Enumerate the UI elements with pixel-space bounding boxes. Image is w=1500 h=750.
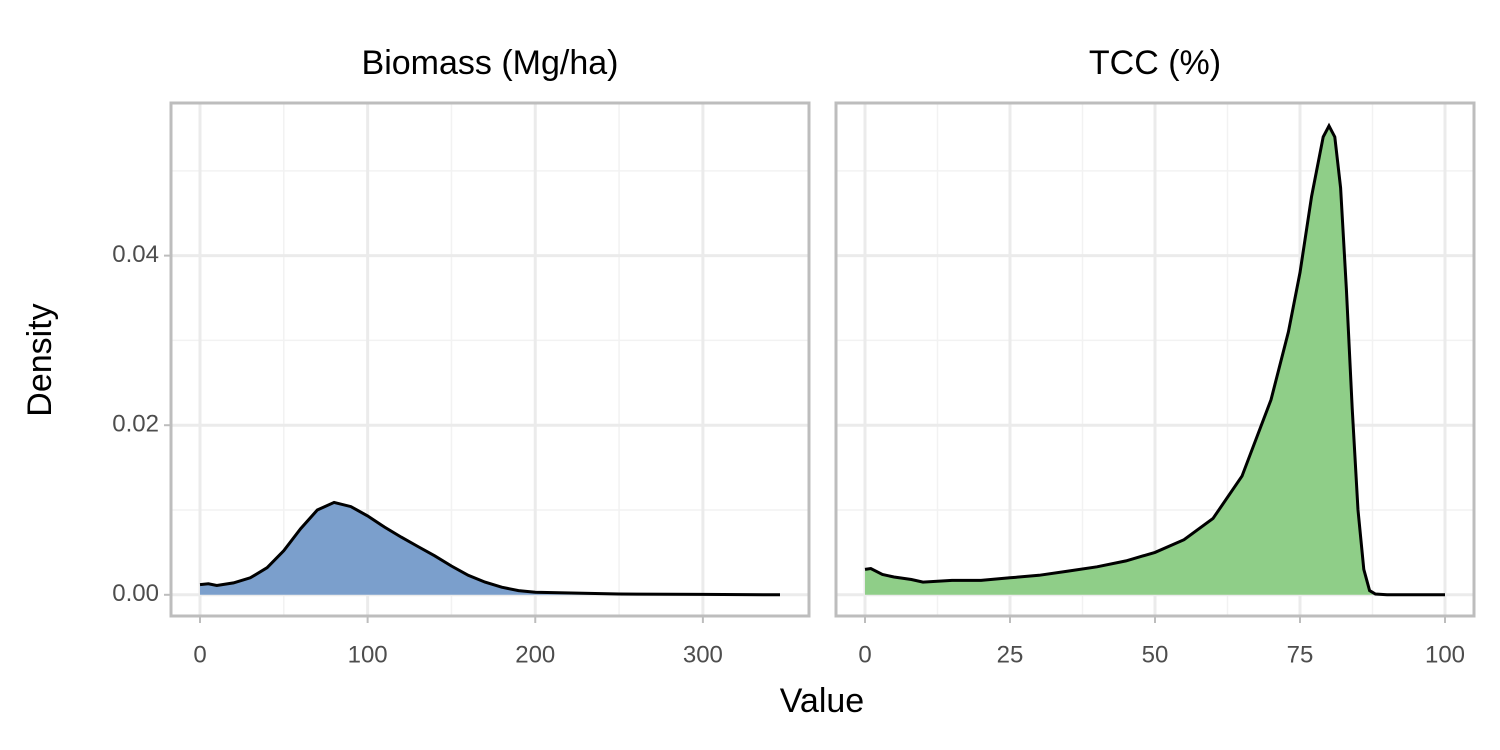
x-tick-label: 100	[348, 641, 388, 668]
x-tick-label: 0	[858, 641, 871, 668]
y-axis-title: Density	[21, 303, 59, 416]
panel-title: TCC (%)	[1089, 44, 1221, 82]
density-line	[199, 500, 781, 597]
x-tick-label: 25	[997, 641, 1024, 668]
x-tick-label: 100	[1425, 641, 1465, 668]
panel-border	[169, 101, 811, 618]
y-tick-label: 0.00	[112, 580, 159, 607]
x-tick-label: 300	[683, 641, 723, 668]
x-axis-title: Value	[780, 682, 864, 720]
panel-title: Biomass (Mg/ha)	[362, 44, 619, 82]
density-area	[865, 125, 1445, 595]
x-tick-label: 75	[1287, 641, 1314, 668]
y-tick-label: 0.04	[112, 241, 159, 268]
x-tick-label: 200	[515, 641, 555, 668]
panel-border	[834, 101, 1476, 618]
density-line	[864, 122, 1445, 597]
density-area	[200, 502, 780, 595]
x-tick-label: 0	[193, 641, 206, 668]
x-tick-label: 50	[1142, 641, 1169, 668]
y-tick-label: 0.02	[112, 411, 159, 438]
